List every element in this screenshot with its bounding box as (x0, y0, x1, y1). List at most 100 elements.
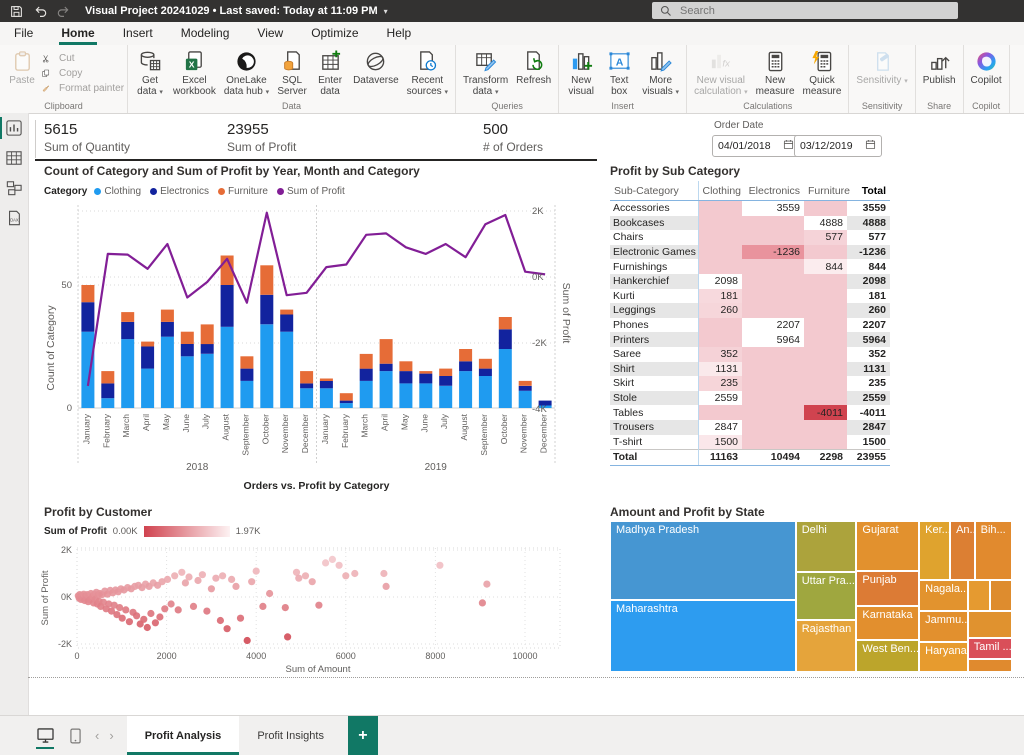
matrix-row-phones[interactable]: Phones 2207 2207 (610, 317, 890, 333)
matrix-row-accessories[interactable]: Accessories 3559 3559 (610, 200, 890, 216)
legend-electronics[interactable]: Electronics (150, 186, 209, 197)
new-page-button[interactable]: + (347, 716, 378, 755)
menu-tab-insert[interactable]: Insert (122, 26, 153, 40)
cut-button[interactable]: Cut (41, 51, 124, 66)
page-next-arrow[interactable]: › (109, 728, 114, 743)
combo-chart[interactable]: January February March April May June July Augu… (40, 198, 580, 498)
matrix-total-row[interactable]: Total 11163 10494 2298 23955 (610, 449, 890, 466)
sensitivity-button[interactable]: Sensitivity ▾ (852, 47, 911, 87)
treemap-tile-small[interactable] (989, 580, 1012, 612)
treemap-tile-punjab[interactable]: Punjab (856, 570, 920, 607)
enter-button[interactable]: Enter data (311, 47, 349, 97)
title-caret-icon[interactable]: ▾ (383, 6, 388, 16)
new-button[interactable]: New visual (562, 47, 600, 97)
more-button[interactable]: More visuals ▾ (638, 47, 683, 98)
treemap-tile-an-[interactable]: An... (950, 521, 975, 581)
matrix-row-leggings[interactable]: Leggings 260 260 (610, 303, 890, 318)
sidebar-dax-query-view[interactable]: DAX (0, 203, 28, 233)
get-button[interactable]: Get data ▾ (131, 47, 169, 98)
treemap-tile-small[interactable] (967, 580, 990, 612)
undo-icon[interactable] (33, 5, 47, 18)
kpi-card-quantity[interactable]: 5615 Sum of Quantity (44, 121, 130, 154)
treemap-tile-rajasthan[interactable]: Rajasthan (795, 619, 857, 672)
treemap-tile-karnataka[interactable]: Karnataka (856, 606, 920, 641)
page-tab-profit-insights[interactable]: Profit Insights (257, 729, 324, 742)
recent-button[interactable]: Recent sources ▾ (403, 47, 452, 98)
excel-button[interactable]: X Excel workbook (169, 47, 220, 97)
treemap-tile-jammu-[interactable]: Jammu... (919, 611, 968, 643)
matrix-row-electronic-games[interactable]: Electronic Games -1236 -1236 (610, 244, 890, 260)
treemap-tile-delhi[interactable]: Delhi (795, 521, 857, 572)
legend-sum-of-profit[interactable]: Sum of Profit (276, 186, 345, 197)
matrix-col-total[interactable]: Total (847, 181, 890, 201)
save-icon[interactable] (10, 5, 23, 18)
page-tab-profit-analysis[interactable]: Profit Analysis (126, 716, 240, 755)
redo-icon[interactable] (57, 5, 71, 18)
quick-button[interactable]: Quick measure (799, 47, 846, 97)
treemap-tile-bih-[interactable]: Bih... (974, 521, 1012, 581)
slicer-start-date[interactable]: 04/01/2018 (712, 135, 800, 157)
format-painter-button[interactable]: Format painter (41, 81, 124, 96)
page-prev-arrow[interactable]: ‹ (95, 728, 100, 743)
treemap-chart[interactable]: Madhya Pradesh Maharashtra Delhi Uttar Pra.… (610, 521, 1012, 672)
matrix-col-clothing[interactable]: Clothing (697, 181, 742, 201)
treemap-tile-haryana[interactable]: Haryana (919, 642, 968, 672)
kpi-card-profit[interactable]: 23955 Sum of Profit (227, 121, 296, 154)
publish-button[interactable]: Publish (919, 47, 960, 86)
slicer-end-date[interactable]: 03/12/2019 (794, 135, 882, 157)
matrix-row-trousers[interactable]: Trousers 2847 2847 (610, 419, 890, 435)
menu-tab-file[interactable]: File (14, 26, 34, 40)
matrix-col-subcategory[interactable]: Sub-Category (610, 181, 698, 201)
treemap-tile-nagala-[interactable]: Nagala... (919, 580, 968, 612)
matrix-row-chairs[interactable]: Chairs 577 577 (610, 230, 890, 245)
matrix-row-shirt[interactable]: Shirt 1131 1131 (610, 361, 890, 377)
matrix-row-skirt[interactable]: Skirt 235 235 (610, 376, 890, 391)
matrix-row-hankerchief[interactable]: Hankerchief 2098 2098 (610, 273, 890, 289)
treemap-tile-small[interactable] (967, 658, 1012, 672)
search-input[interactable] (678, 3, 932, 18)
matrix-row-kurti[interactable]: Kurti 181 181 (610, 288, 890, 304)
new-button[interactable]: New measure (752, 47, 799, 97)
sidebar-report-view[interactable] (0, 113, 28, 143)
menu-tab-optimize[interactable]: Optimize (311, 26, 359, 40)
sidebar-table-view[interactable] (0, 143, 28, 173)
dataverse-button[interactable]: Dataverse (349, 47, 403, 86)
sidebar-model-view[interactable] (0, 173, 28, 203)
treemap-tile-west-ben-[interactable]: West Ben... (856, 640, 920, 672)
transform-button[interactable]: Transform data ▾ (459, 47, 512, 98)
paste-button[interactable]: Paste (3, 47, 41, 86)
matrix-row-printers[interactable]: Printers 5964 5964 (610, 332, 890, 347)
treemap-tile-gujarat[interactable]: Gujarat (856, 521, 920, 571)
copy-button[interactable]: Copy (41, 66, 124, 81)
treemap-tile-uttar-pra-[interactable]: Uttar Pra... (795, 571, 857, 620)
scatter-chart[interactable]: 2K 0K -2K 0 2000 4000 6000 8000 10000 Sum of Prof… (40, 543, 585, 678)
matrix-row-tables[interactable]: Tables -4011 -4011 (610, 405, 890, 420)
treemap-tile-maharashtra[interactable]: Maharashtra (610, 599, 796, 672)
matrix-row-saree[interactable]: Saree 352 352 (610, 346, 890, 362)
matrix-row-t-shirt[interactable]: T-shirt 1500 1500 (610, 434, 890, 450)
menu-tab-help[interactable]: Help (386, 26, 412, 40)
kpi-card-orders[interactable]: 500 # of Orders (483, 121, 543, 154)
mobile-layout-icon[interactable] (60, 716, 90, 755)
matrix-col-furniture[interactable]: Furniture (804, 181, 850, 201)
treemap-tile-ker-[interactable]: Ker... (919, 521, 951, 581)
legend-clothing[interactable]: Clothing (94, 186, 141, 197)
copilot-button[interactable]: Copilot (967, 47, 1006, 86)
search-bar[interactable] (652, 2, 958, 19)
legend-furniture[interactable]: Furniture (217, 186, 268, 197)
new-visual-button[interactable]: fx New visual calculation ▾ (690, 47, 752, 98)
text-button[interactable]: A Text box (600, 47, 638, 97)
menu-tab-modeling[interactable]: Modeling (180, 26, 230, 40)
matrix-row-furnishings[interactable]: Furnishings 844 844 (610, 259, 890, 274)
treemap-tile-small[interactable] (967, 611, 1012, 639)
matrix-row-bookcases[interactable]: Bookcases 4888 4888 (610, 215, 890, 231)
treemap-tile-madhya-pradesh[interactable]: Madhya Pradesh (610, 521, 796, 600)
desktop-layout-icon[interactable] (30, 716, 60, 755)
matrix-col-electronics[interactable]: Electronics (742, 181, 804, 201)
menu-tab-view[interactable]: View (257, 26, 284, 40)
matrix-visual[interactable]: Sub-Category Clothing Electronics Furnit… (610, 181, 890, 466)
sql-button[interactable]: SQL Server (273, 47, 311, 97)
onelake-button[interactable]: OneLake data hub ▾ (220, 47, 273, 98)
matrix-row-stole[interactable]: Stole 2559 2559 (610, 390, 890, 406)
menu-tab-home[interactable]: Home (47, 22, 108, 45)
